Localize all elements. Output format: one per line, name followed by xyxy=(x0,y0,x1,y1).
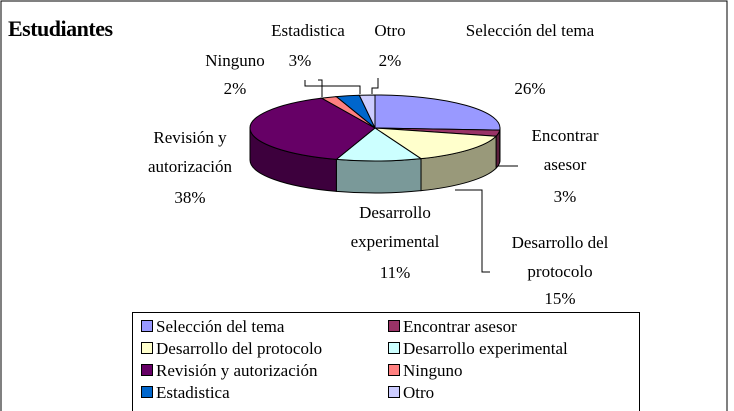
legend-label: Ninguno xyxy=(403,361,463,380)
slice xyxy=(374,94,501,131)
legend-entry: Estadistica xyxy=(141,383,230,403)
slice xyxy=(358,94,376,129)
data-label-value: 2% xyxy=(378,51,402,70)
pie-tops xyxy=(249,94,501,162)
leader-line xyxy=(455,189,490,273)
legend-entry: Desarrollo experimental xyxy=(388,339,568,359)
slice xyxy=(249,97,376,160)
slice-side xyxy=(335,158,422,194)
legend-entry: Encontrar asesor xyxy=(388,317,517,337)
legend-label: Desarrollo del protocolo xyxy=(156,339,323,358)
slice xyxy=(335,127,423,162)
leader-lines xyxy=(304,78,518,273)
legend-label: Encontrar asesor xyxy=(403,317,517,336)
legend-swatch xyxy=(141,320,153,332)
data-label-name: Encontrar asesor xyxy=(531,126,599,174)
legend-entry: Ninguno xyxy=(388,361,463,381)
data-label-value: 3% xyxy=(553,187,577,206)
data-label-value: 15% xyxy=(544,289,576,308)
data-label-name: Revisión y autorización xyxy=(147,128,232,176)
data-label-name: Desarrollo experimental xyxy=(350,203,440,251)
slice xyxy=(373,127,498,160)
legend-swatch xyxy=(388,320,400,332)
data-label-value: 38% xyxy=(174,188,206,207)
legend-label: Desarrollo experimental xyxy=(403,339,568,358)
legend: Selección del tema Encontrar asesor Desarr… xyxy=(132,312,640,411)
leader-line xyxy=(318,79,323,97)
data-label-name: Selección del tema xyxy=(465,21,595,40)
legend-swatch xyxy=(141,364,153,376)
legend-label: Estadistica xyxy=(156,383,230,402)
data-label-value: 2% xyxy=(223,79,247,98)
legend-swatch xyxy=(388,364,400,376)
legend-swatch xyxy=(388,342,400,354)
legend-label: Revisión y autorización xyxy=(156,361,318,380)
legend-entry: Selección del tema xyxy=(141,317,284,337)
data-label-value: 11% xyxy=(379,263,411,282)
data-label-value: 3% xyxy=(288,51,312,70)
legend-entry: Revisión y autorización xyxy=(141,361,317,381)
legend-entry: Otro xyxy=(388,383,434,403)
data-label-name: Otro xyxy=(374,21,406,40)
legend-label: Otro xyxy=(403,383,435,402)
data-label-value: 26% xyxy=(514,79,546,98)
legend-swatch xyxy=(388,386,400,398)
data-label-name: Ninguno xyxy=(205,51,265,70)
chart-title: Estudiantes xyxy=(8,16,113,41)
legend-label: Selección del tema xyxy=(156,317,285,336)
legend-swatch xyxy=(141,342,153,354)
leader-line xyxy=(371,78,379,94)
leader-line xyxy=(304,80,361,94)
legend-swatch xyxy=(141,386,153,398)
data-label-name: Estadistica xyxy=(271,21,345,40)
legend-entry: Desarrollo del protocolo xyxy=(141,339,322,359)
data-label-name: Desarrollo del protocolo xyxy=(511,233,609,281)
